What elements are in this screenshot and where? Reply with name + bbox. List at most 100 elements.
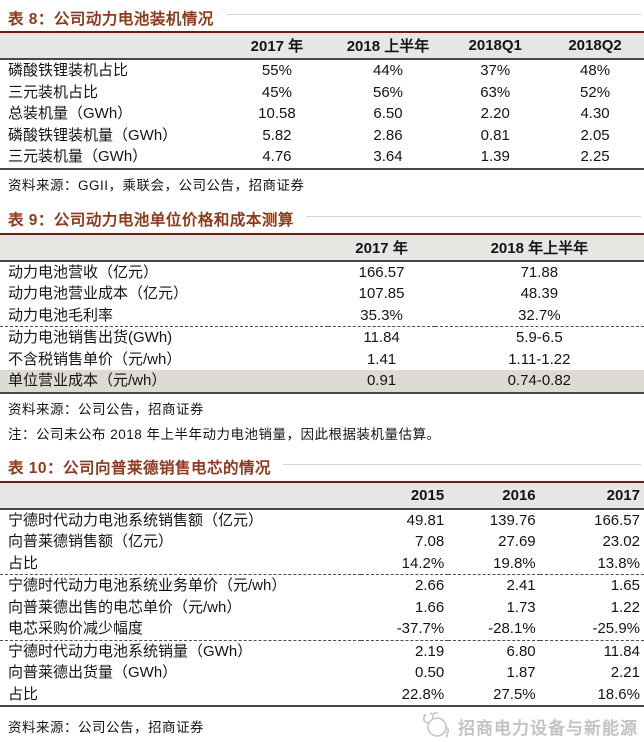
column-header: 2018Q2 xyxy=(546,32,644,59)
title-rule xyxy=(306,216,641,217)
title-rule xyxy=(226,14,641,15)
cell-value: 2.21 xyxy=(540,662,644,684)
cell-value: 49.81 xyxy=(361,509,449,532)
column-header: 2016 xyxy=(448,482,539,509)
cell-value: 48% xyxy=(546,59,644,82)
row-label: 占比 xyxy=(0,684,361,707)
cell-value: 1.87 xyxy=(448,662,539,684)
column-header: 2017 xyxy=(540,482,644,509)
table10-title-row: 表 10：公司向普莱德销售电芯的情况 xyxy=(8,457,641,478)
column-header: 2018Q1 xyxy=(444,32,546,59)
cell-value: 1.39 xyxy=(444,146,546,169)
row-label: 单位营业成本（元/wh） xyxy=(0,370,328,393)
cell-value: 107.85 xyxy=(328,283,434,305)
row-label: 占比 xyxy=(0,553,361,575)
row-label: 宁德时代动力电池系统销量（GWh） xyxy=(0,640,361,662)
row-label: 宁德时代动力电池系统业务单价（元/wh） xyxy=(0,575,361,597)
cell-value: -25.9% xyxy=(540,618,644,640)
cell-value: 0.50 xyxy=(361,662,449,684)
cell-value: 2.41 xyxy=(448,575,539,597)
column-header-blank xyxy=(0,482,361,509)
table9-note: 注：公司未公布 2018 年上半年动力电池销量，因此根据装机量估算。 xyxy=(8,423,636,443)
table8-title-row: 表 8：公司动力电池装机情况 xyxy=(8,7,641,28)
row-label: 向普莱德出售的电芯单价（元/wh） xyxy=(0,597,361,619)
row-label: 动力电池营业成本（亿元） xyxy=(0,283,328,305)
cell-value: 2.25 xyxy=(546,146,644,169)
cell-value: 1.41 xyxy=(328,349,434,371)
cell-value: 2.86 xyxy=(332,125,445,147)
cell-value: 1.73 xyxy=(448,597,539,619)
cell-value: -37.7% xyxy=(361,618,449,640)
cell-value: 10.58 xyxy=(222,103,331,125)
row-label: 总装机量（GWh） xyxy=(0,103,222,125)
cell-value: 27.69 xyxy=(448,531,539,553)
column-header: 2017 年 xyxy=(328,234,434,261)
cell-value: 71.88 xyxy=(435,261,644,284)
table9-title: 表 9：公司动力电池单位价格和成本测算 xyxy=(8,208,294,230)
cell-value: 2.20 xyxy=(444,103,546,125)
row-label: 动力电池毛利率 xyxy=(0,305,328,327)
cell-value: 14.2% xyxy=(361,553,449,575)
cell-value: 6.50 xyxy=(332,103,445,125)
cell-value: 5.9-6.5 xyxy=(435,327,644,349)
cell-value: 23.02 xyxy=(540,531,644,553)
cell-value: 1.22 xyxy=(540,597,644,619)
cell-value: 6.80 xyxy=(448,640,539,662)
cell-value: 2.19 xyxy=(361,640,449,662)
cell-value: 1.66 xyxy=(361,597,449,619)
table10-title: 表 10：公司向普莱德销售电芯的情况 xyxy=(8,456,271,478)
row-label: 向普莱德出货量（GWh） xyxy=(0,662,361,684)
cell-value: 48.39 xyxy=(435,283,644,305)
cell-value: 0.81 xyxy=(444,125,546,147)
cell-value: 139.76 xyxy=(448,509,539,532)
cell-value: 4.30 xyxy=(546,103,644,125)
cell-value: 22.8% xyxy=(361,684,449,707)
cell-value: 166.57 xyxy=(328,261,434,284)
cell-value: 2.05 xyxy=(546,125,644,147)
row-label: 三元装机量（GWh） xyxy=(0,146,222,169)
column-header: 2015 xyxy=(361,482,449,509)
table9-source: 资料来源：公司公告，招商证券 xyxy=(8,398,636,418)
table-row: 电芯采购价减少幅度-37.7%-28.1%-25.9% xyxy=(0,618,644,640)
row-label: 向普莱德销售额（亿元） xyxy=(0,531,361,553)
table8-title: 表 8：公司动力电池装机情况 xyxy=(8,7,214,29)
table9-title-row: 表 9：公司动力电池单位价格和成本测算 xyxy=(8,209,641,230)
cell-value: 45% xyxy=(222,82,331,104)
cmri-flower-logo-icon xyxy=(420,710,452,742)
cell-value: 1.65 xyxy=(540,575,644,597)
watermark-text: 招商电力设备与新能源 xyxy=(458,714,638,739)
cell-value: 27.5% xyxy=(448,684,539,707)
table10-footer: 资料来源：公司公告，招商证券 招商电力设备与新能源 xyxy=(8,710,638,742)
cell-value: 63% xyxy=(444,82,546,104)
cell-value: 37% xyxy=(444,59,546,82)
cell-value: 19.8% xyxy=(448,553,539,575)
cell-value: 35.3% xyxy=(328,305,434,327)
cell-value: 44% xyxy=(332,59,445,82)
cell-value: 2.66 xyxy=(361,575,449,597)
cell-value: 55% xyxy=(222,59,331,82)
